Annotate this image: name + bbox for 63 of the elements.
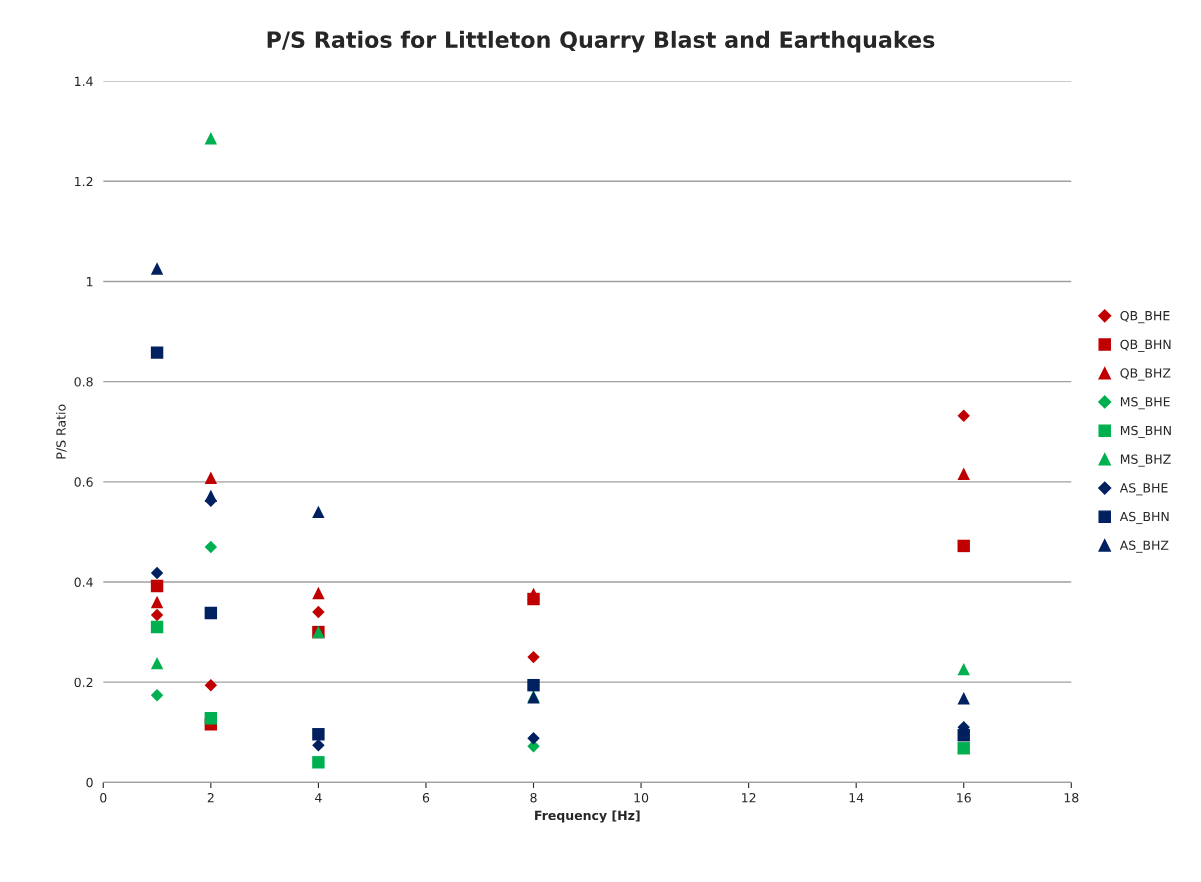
y-tick-label: 0.4 xyxy=(74,577,93,587)
x-tick-label: 2 xyxy=(207,792,214,803)
point xyxy=(957,409,970,422)
x-tick-label: 4 xyxy=(315,793,322,803)
point xyxy=(204,471,218,485)
point xyxy=(957,539,970,553)
y-tick-label: 0.2 xyxy=(74,677,93,688)
point xyxy=(150,262,164,275)
legend-label: QB_BHZ xyxy=(1120,368,1171,381)
y-tick-label: 0.6 xyxy=(74,477,93,487)
legend-label: AS_BHN xyxy=(1119,511,1169,525)
y-tick-label: 1.4 xyxy=(75,76,93,86)
chart-title: P/S Ratios for Littleton Quarry Blast and Earthquakes xyxy=(267,30,935,53)
x-tick-label: 0 xyxy=(100,792,107,803)
legend-label: MS_BHE xyxy=(1120,397,1170,410)
y-tick-label: 1 xyxy=(86,277,93,287)
point xyxy=(527,678,540,692)
point xyxy=(957,742,970,755)
legend-label: MS_BHN xyxy=(1120,425,1171,438)
point xyxy=(957,729,970,742)
x-tick-label: 12 xyxy=(742,792,756,803)
y-tick-label: 0.8 xyxy=(74,377,93,387)
point xyxy=(150,620,164,634)
y-tick-label: 0 xyxy=(86,777,93,788)
point xyxy=(204,489,218,503)
legend-label: AS_BHZ xyxy=(1119,540,1169,553)
point xyxy=(204,712,218,725)
point xyxy=(150,595,164,609)
point xyxy=(957,691,970,705)
point xyxy=(312,505,325,519)
point xyxy=(312,756,325,769)
point xyxy=(527,650,540,664)
point xyxy=(150,656,164,670)
point xyxy=(204,132,218,145)
point xyxy=(204,540,218,554)
point xyxy=(312,728,325,741)
point xyxy=(150,688,164,702)
x-tick-label: 10 xyxy=(634,792,649,803)
x-axis-title: Frequency [Hz] xyxy=(535,810,640,823)
point xyxy=(312,739,325,752)
point xyxy=(204,678,218,692)
y-axis-title: P/S Ratio xyxy=(56,404,67,459)
point xyxy=(150,566,164,580)
point xyxy=(527,732,540,745)
x-tick-label: 6 xyxy=(422,792,430,803)
x-tick-label: 18 xyxy=(1064,792,1079,803)
x-tick-label: 14 xyxy=(849,793,864,803)
point xyxy=(312,605,325,619)
point xyxy=(204,606,218,620)
point xyxy=(957,662,970,676)
legend-label: QB_BHE xyxy=(1120,310,1170,324)
point xyxy=(527,587,540,601)
x-tick-label: 8 xyxy=(530,792,537,803)
point xyxy=(957,467,970,481)
x-tick-label: 16 xyxy=(957,792,971,803)
point xyxy=(150,608,164,622)
y-tick-label: 1.2 xyxy=(75,176,93,187)
legend-label: AS_BHE xyxy=(1119,483,1168,496)
legend-label: QB_BHN xyxy=(1120,339,1171,352)
point xyxy=(150,579,164,593)
point xyxy=(150,346,164,359)
legend-label: MS_BHZ xyxy=(1120,454,1171,467)
point xyxy=(312,586,325,600)
